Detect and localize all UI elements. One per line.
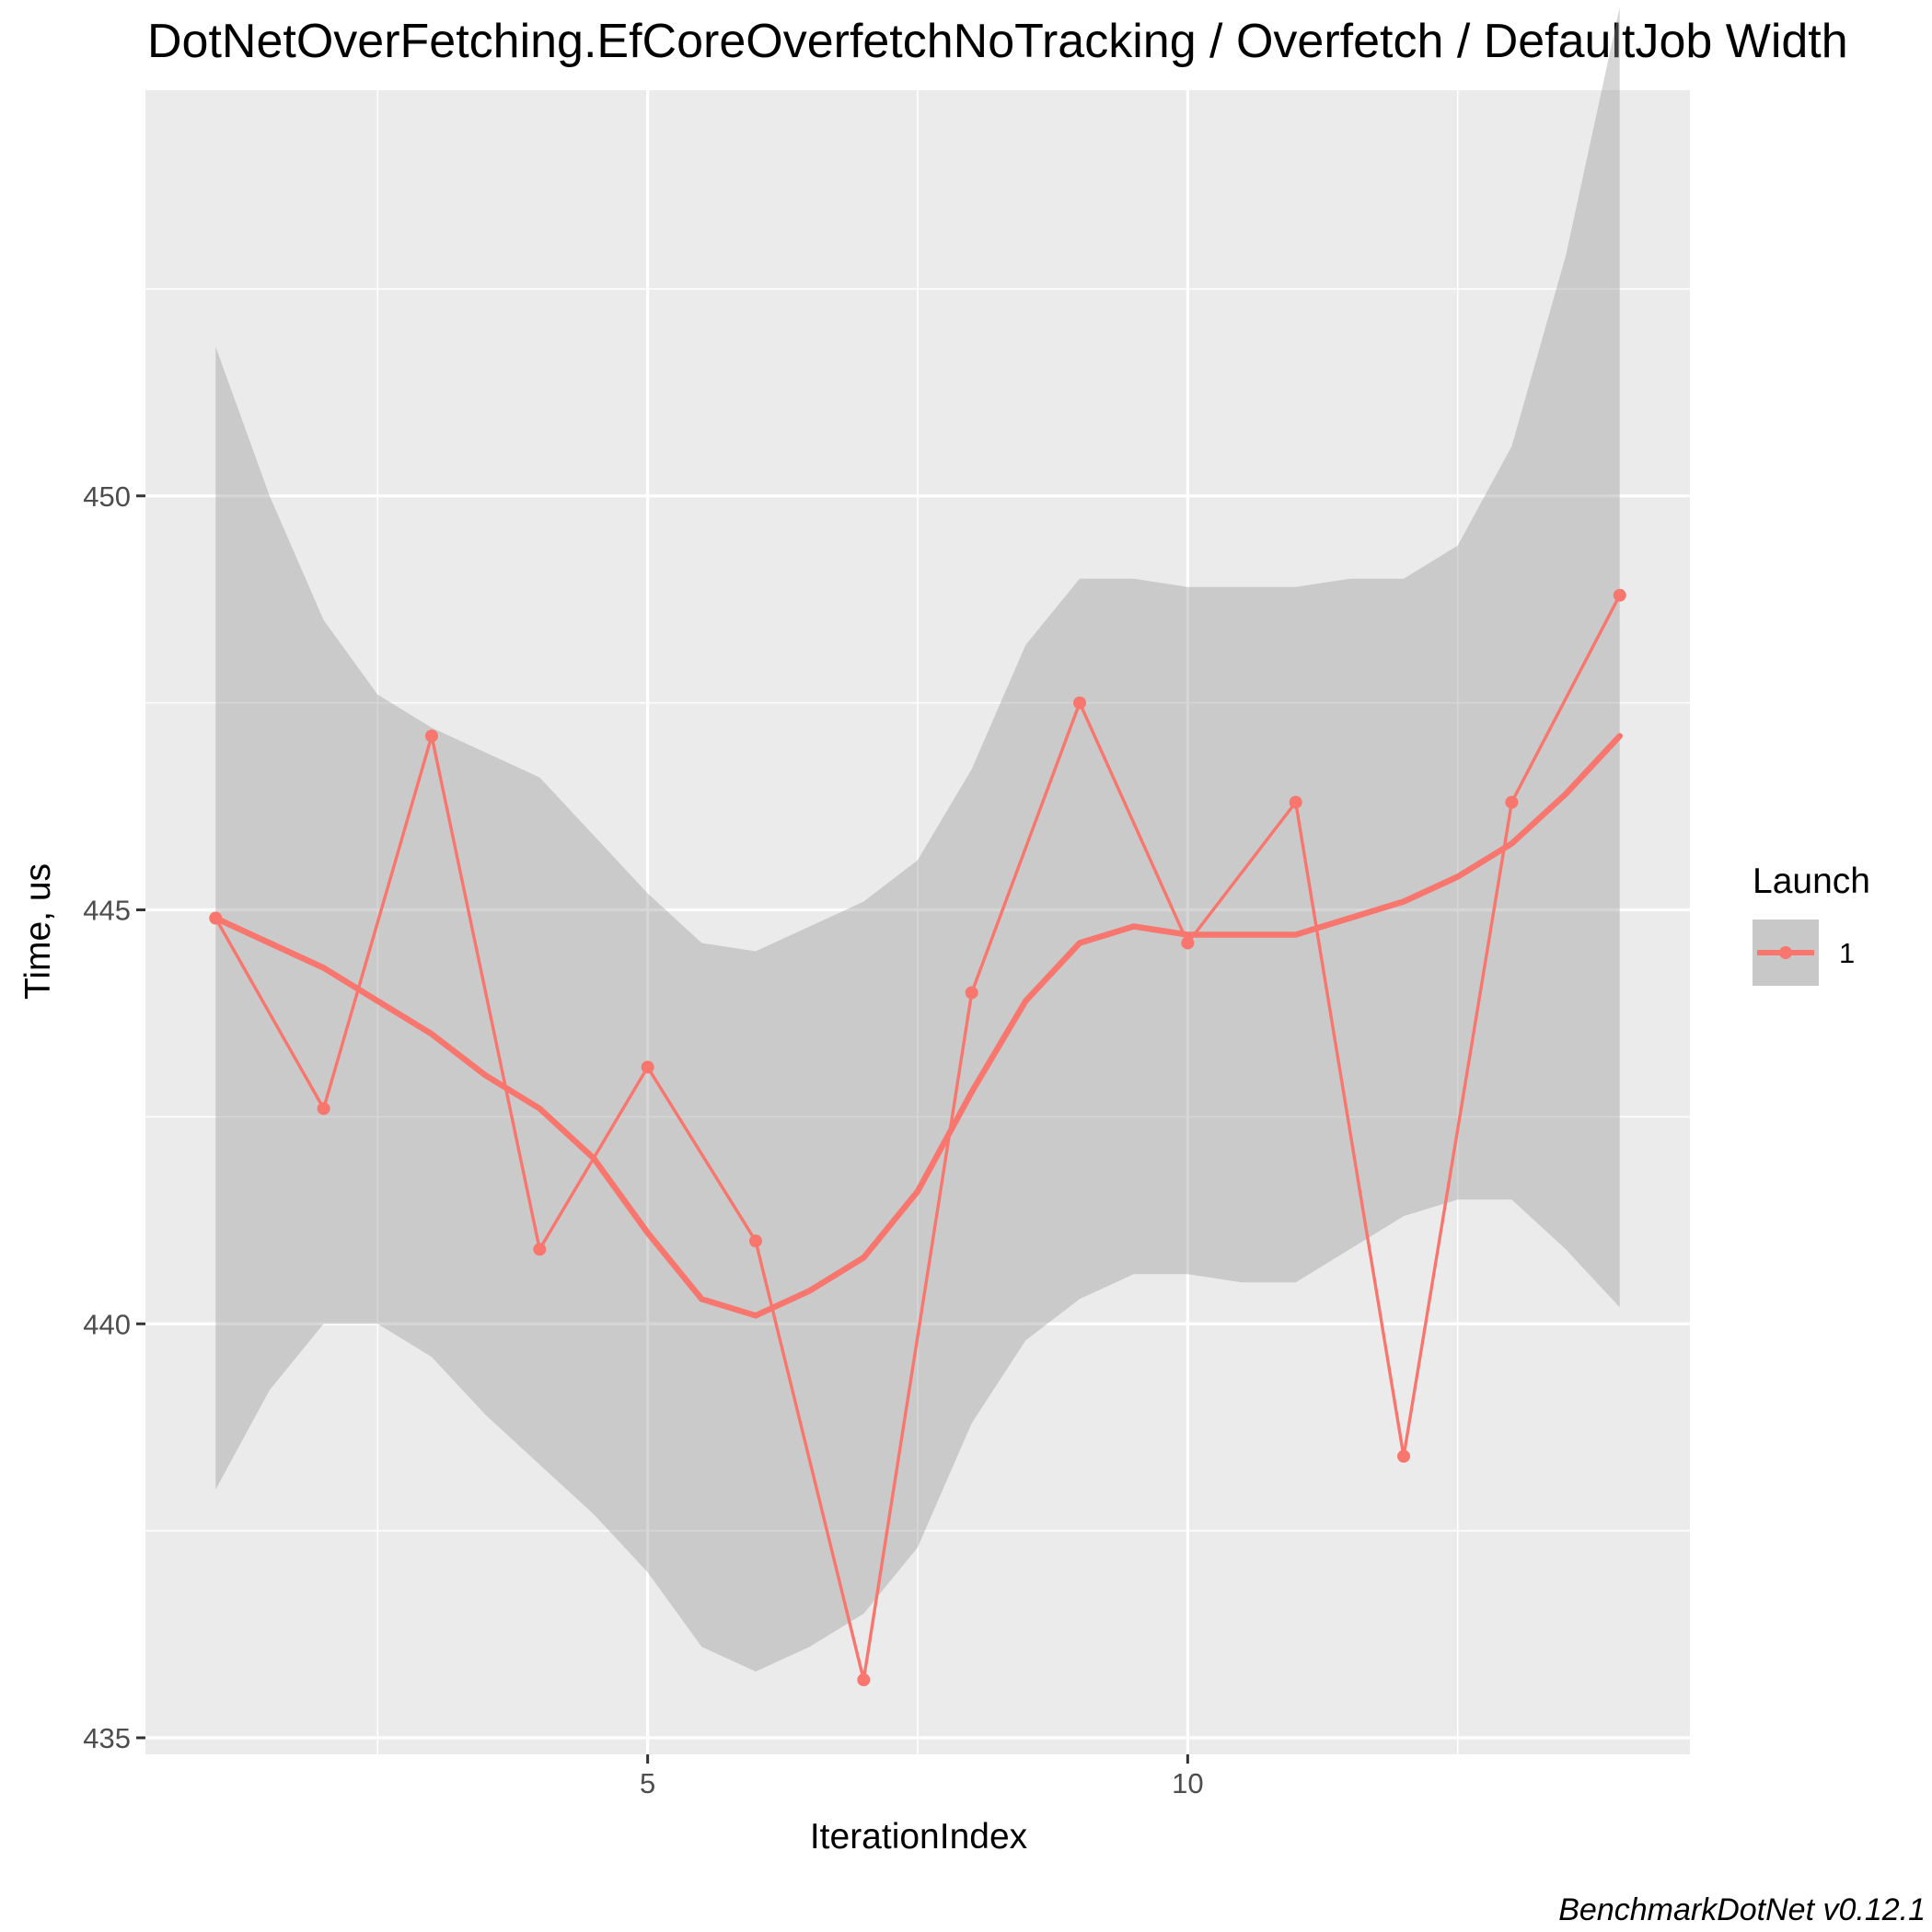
- data-point: [965, 986, 978, 1000]
- axes: 435 440 445 450 5 10: [83, 480, 1203, 1799]
- y-axis-title: Time, us: [18, 863, 58, 1000]
- y-tick-label: 445: [83, 895, 131, 927]
- data-point: [1397, 1450, 1411, 1463]
- confidence-band: [215, 7, 1620, 1672]
- data-point: [424, 729, 438, 743]
- confidence-ribbon: [215, 7, 1620, 1672]
- data-point: [533, 1243, 547, 1256]
- legend-label: 1: [1839, 937, 1855, 969]
- data-point: [1073, 696, 1087, 710]
- legend-key-point: [1779, 946, 1792, 959]
- data-point: [1181, 936, 1195, 950]
- x-tick-label: 5: [640, 1767, 655, 1799]
- x-axis-title: IterationIndex: [810, 1817, 1028, 1857]
- data-point: [317, 1102, 330, 1116]
- legend: Launch 1: [1753, 862, 1870, 986]
- series-line: [214, 594, 1622, 1681]
- data-point: [1289, 795, 1302, 809]
- series-layer: [209, 588, 1626, 1687]
- chart-title: DotNetOverFetching.EfCoreOverfetchNoTrac…: [147, 15, 1848, 68]
- plot-panel: [145, 90, 1690, 1754]
- data-point: [1505, 795, 1519, 809]
- y-tick-label: 440: [83, 1308, 131, 1340]
- y-tick-label: 450: [83, 480, 131, 513]
- smooth-line: [213, 733, 1623, 1319]
- caption: BenchmarkDotNet v0.12.1: [1558, 1892, 1926, 1927]
- data-point: [641, 1060, 654, 1074]
- y-tick-label: 435: [83, 1722, 131, 1754]
- legend-title: Launch: [1753, 862, 1870, 901]
- data-point: [748, 1234, 762, 1248]
- data-point: [1613, 588, 1626, 602]
- data-point: [857, 1673, 871, 1687]
- x-tick-label: 10: [1172, 1767, 1203, 1799]
